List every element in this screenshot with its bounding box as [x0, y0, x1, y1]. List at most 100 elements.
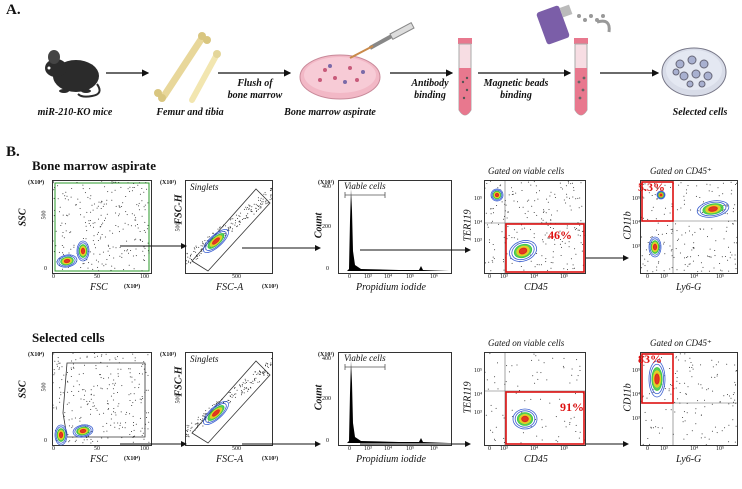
gating-arrows [120, 441, 629, 447]
fsca-axis-label: FSC-A [216, 454, 244, 465]
fsc-ssc-scatter [52, 352, 150, 446]
cd45-scatter [484, 180, 585, 273]
cd11b-percent: 5.3% [638, 180, 665, 194]
fsc-tick-100: 100 [140, 274, 149, 280]
fsc-axis-label: FSC [90, 454, 108, 465]
viable-gate-label: Viable cells [344, 181, 386, 191]
cd45-ter119-plot [484, 180, 586, 274]
viable-histogram-svg [344, 361, 449, 443]
ssc-unit: (X10⁴) [28, 180, 45, 186]
ly6g-tick-3: 10⁵ [716, 446, 725, 452]
cd11b-tick-3: 10³ [632, 244, 640, 250]
fsc-unit: (X10⁴) [124, 284, 141, 290]
fsc-tick-100: 100 [140, 446, 149, 452]
count-tick-0: 0 [326, 266, 329, 272]
tube-icon [458, 38, 472, 116]
pi-tick-1: 10³ [364, 446, 372, 452]
count-tick-200: 200 [322, 396, 331, 402]
pi-axis-label: Propidium iodide [356, 282, 426, 293]
cd11b-gate-label: Gated on CD45⁺ [650, 338, 712, 348]
cd11b-ly6g-plot [640, 180, 738, 274]
pi-tick-2: 10⁴ [384, 274, 393, 280]
ssc-tick-0: 0 [44, 266, 47, 272]
cd45-axis-label: CD45 [524, 454, 548, 465]
singlets-plot [185, 180, 273, 274]
ter119-tick-3: 10³ [474, 410, 482, 416]
cd45-scatter [484, 353, 585, 445]
fsch-unit: (X10³) [160, 352, 177, 358]
pi-tick-2: 10⁴ [384, 446, 393, 452]
cd45-tick-2: 10⁴ [530, 446, 539, 452]
count-tick-0: 0 [326, 438, 329, 444]
count-unit: (X10¹) [318, 352, 335, 358]
ssc-tick-0: 0 [44, 438, 47, 444]
aspirate-label: Bone marrow aspirate [284, 107, 376, 118]
ly6g-tick-0: 0 [646, 446, 649, 452]
pi-tick-4: 10⁶ [430, 274, 439, 280]
singlets-scatter [185, 187, 273, 272]
cd45-tick-3: 10⁵ [560, 274, 569, 280]
fsc-tick-0: 0 [52, 446, 55, 452]
cd11b-tick-4: 10⁴ [632, 392, 641, 398]
workflow-arrows [106, 69, 660, 77]
ly6g-tick-2: 10⁴ [690, 274, 699, 280]
row2-title: Selected cells [32, 330, 105, 345]
antibody-line1: Antibody [411, 78, 449, 89]
cd45-ter119-plot [484, 352, 586, 446]
antibody-label: Antibody binding [400, 78, 460, 102]
cd45-gate-label: Gated on viable cells [488, 166, 565, 176]
count-tick-200: 200 [322, 224, 331, 230]
fsca-unit: (X10³) [262, 456, 279, 462]
viable-histogram-svg [344, 189, 449, 271]
cd11b-tick-3: 10³ [632, 416, 640, 422]
magnetic-line1: Magnetic beads [483, 78, 549, 89]
pi-tick-0: 0 [348, 274, 351, 280]
count-tick-400: 400 [322, 356, 331, 362]
viable-gate-label: Viable cells [344, 353, 386, 363]
mouse-icon [45, 50, 101, 98]
fsc-tick-50: 50 [94, 274, 100, 280]
cd45-tick-2: 10⁴ [530, 274, 539, 280]
ly6g-axis-label: Ly6-G [676, 454, 702, 465]
viable-histogram [338, 180, 452, 274]
ly6g-axis-label: Ly6-G [676, 282, 702, 293]
cd45-percent: 91% [560, 400, 584, 414]
singlets-plot [185, 352, 273, 446]
count-unit: (X10¹) [318, 180, 335, 186]
ter119-tick-3: 10³ [474, 238, 482, 244]
cd11b-tick-4: 10⁴ [632, 220, 641, 226]
fsca-axis-label: FSC-A [216, 282, 244, 293]
ter119-tick-5: 10⁵ [474, 196, 483, 202]
fsc-tick-0: 0 [52, 274, 55, 280]
antibody-line2: binding [414, 90, 446, 101]
cd11b-ly6g-plot [640, 352, 738, 446]
cd45-tick-1: 10³ [500, 446, 508, 452]
fsca-tick-500: 500 [232, 446, 241, 452]
gating-arrows [120, 243, 629, 261]
cd45-percent: 46% [548, 228, 572, 242]
pi-axis-label: Propidium iodide [356, 454, 426, 465]
ter119-tick-4: 10⁴ [474, 220, 483, 226]
magnetic-label: Magnetic beads binding [476, 78, 556, 102]
pi-tick-1: 10³ [364, 274, 372, 280]
cd45-tick-0: 0 [488, 446, 491, 452]
cd45-axis-label: CD45 [524, 282, 548, 293]
petri-dish-icon [299, 22, 415, 100]
mice-label: miR-210-KO mice [37, 107, 113, 118]
cd11b-scatter [640, 181, 738, 273]
viable-histogram [338, 352, 452, 446]
ter119-tick-5: 10⁵ [474, 368, 483, 374]
selected-label: Selected cells [672, 107, 728, 118]
panel-a-label: A. [6, 2, 21, 18]
fsc-unit: (X10⁴) [124, 456, 141, 462]
fsc-axis-label: FSC [90, 282, 108, 293]
ly6g-tick-1: 10³ [660, 274, 668, 280]
cd11b-percent: 83% [638, 352, 662, 366]
cd45-gate-label: Gated on viable cells [488, 338, 565, 348]
ter119-tick-4: 10⁴ [474, 392, 483, 398]
fsc-ssc-scatter [52, 180, 150, 272]
pi-tick-4: 10⁶ [430, 446, 439, 452]
magnetic-line2: binding [500, 90, 532, 101]
row1-title: Bone marrow aspirate [32, 158, 156, 173]
cd11b-tick-5: 10⁵ [632, 196, 641, 202]
